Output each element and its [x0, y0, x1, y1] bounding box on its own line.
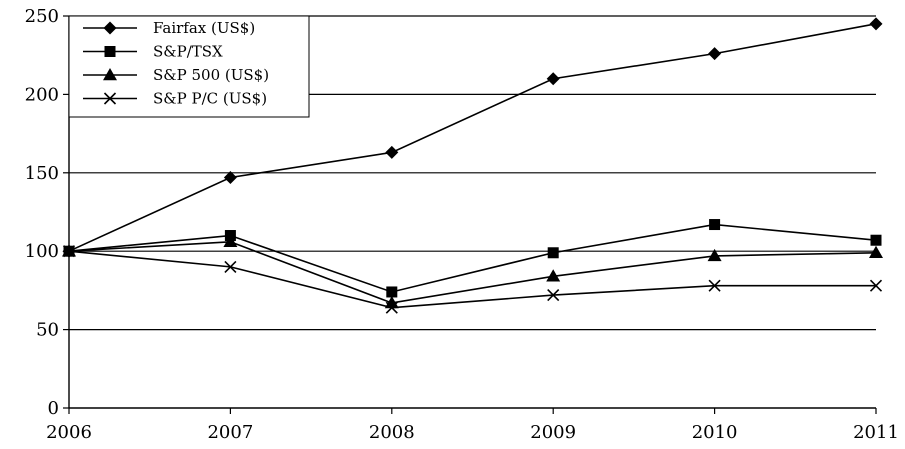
data-point: [385, 145, 399, 159]
data-point: [224, 260, 237, 273]
legend-label: S&P/TSX: [153, 43, 223, 61]
legend-entry: Fairfax (US$): [83, 19, 255, 37]
data-point: [386, 286, 398, 298]
tick-labels: 0 50 100 150 200 250 2006 2007 2008 2009 2010 2011: [25, 6, 899, 443]
series-line-0: [68, 23, 877, 252]
data-point: [707, 248, 722, 262]
legend-entry: S&P/TSX: [83, 43, 223, 61]
legend-swatch-marker: [104, 46, 116, 57]
series-lines: [62, 17, 883, 314]
x-marker-stroke: [103, 92, 117, 105]
x-marker-stroke: [547, 289, 560, 302]
x-tick-label: 2006: [46, 422, 92, 443]
data-point: [223, 171, 237, 185]
legend-label: S&P P/C (US$): [153, 90, 267, 108]
y-tick-label: 50: [36, 320, 59, 341]
data-point: [547, 289, 560, 302]
legend-label: Fairfax (US$): [153, 19, 255, 37]
legend: Fairfax (US$) S&P/TSX S&P 500 (US$) S&P P/C…: [68, 15, 310, 118]
legend-swatch-marker: [103, 21, 117, 35]
data-point: [869, 245, 883, 259]
x-marker-stroke: [62, 245, 76, 258]
data-point: [869, 17, 883, 31]
data-point: [708, 279, 721, 292]
data-point: [709, 219, 721, 231]
y-tick-label: 0: [48, 398, 59, 419]
legend-swatch-marker: [103, 68, 117, 81]
y-tick-label: 150: [25, 163, 59, 184]
series-line-1: [68, 223, 877, 293]
x-tick-label: 2010: [692, 422, 738, 443]
data-point: [385, 301, 398, 314]
legend-entry: S&P P/C (US$): [83, 90, 267, 108]
x-tick-label: 2007: [207, 422, 253, 443]
data-point: [870, 234, 882, 246]
data-point: [547, 247, 559, 259]
y-tick-label: 100: [25, 241, 59, 262]
x-tick-label: 2008: [369, 422, 415, 443]
data-point: [223, 234, 238, 248]
legend-label: S&P 500 (US$): [153, 66, 269, 84]
x-marker-stroke: [708, 279, 721, 292]
data-point: [546, 72, 560, 86]
data-point: [869, 279, 883, 292]
series-line-2: [68, 240, 877, 304]
series-line-3: [68, 250, 876, 309]
x-tick-label: 2009: [530, 422, 576, 443]
legend-entry: S&P 500 (US$): [83, 66, 269, 84]
data-point: [546, 269, 561, 282]
x-marker-stroke: [385, 301, 398, 314]
y-tick-label: 250: [25, 6, 59, 27]
x-marker-stroke: [869, 279, 883, 292]
data-point: [62, 245, 76, 258]
legend-swatch-marker: [103, 92, 117, 105]
x-marker-stroke: [224, 260, 237, 273]
y-tick-label: 200: [25, 84, 59, 105]
data-point: [708, 47, 722, 61]
x-tick-label: 2011: [853, 422, 899, 443]
